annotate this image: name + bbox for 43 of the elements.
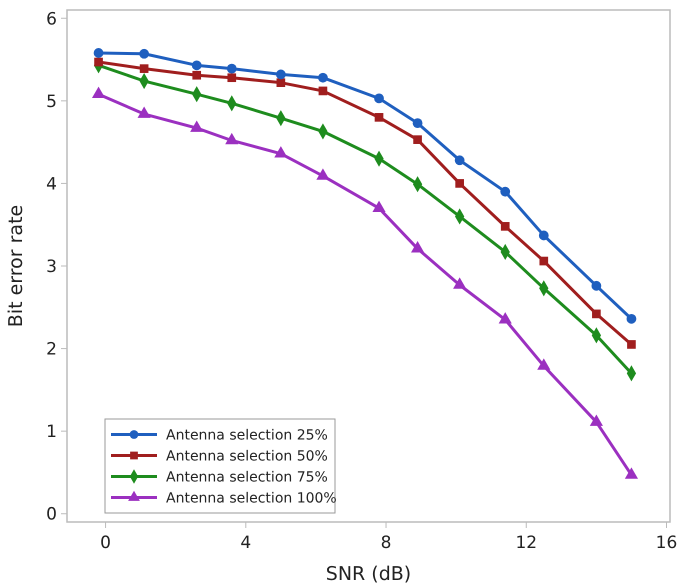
point — [500, 186, 510, 197]
point — [539, 256, 548, 266]
point — [192, 60, 202, 70]
x-tick-label: 16 — [656, 533, 678, 553]
point — [626, 314, 636, 324]
legend-label: Antenna selection 100% — [166, 490, 337, 506]
y-tick-label: 1 — [46, 422, 57, 442]
point — [318, 86, 328, 96]
legend-label: Antenna selection 25% — [166, 428, 328, 444]
x-axis-title: SNR (dB) — [326, 563, 412, 585]
point — [455, 179, 464, 188]
point — [591, 280, 602, 291]
point — [318, 72, 328, 83]
y-tick-label: 3 — [46, 257, 57, 277]
point — [374, 113, 384, 122]
legend-label: Antenna selection 50% — [166, 448, 328, 464]
point — [139, 48, 150, 59]
point — [276, 70, 286, 80]
y-axis-title: Bit error rate — [5, 204, 27, 328]
point — [276, 78, 286, 87]
point — [538, 230, 549, 240]
point — [140, 64, 148, 73]
x-tick-label: 12 — [515, 533, 538, 553]
x-tick-label: 0 — [100, 533, 111, 553]
y-tick-label: 2 — [46, 340, 57, 360]
point — [592, 310, 601, 318]
point — [413, 135, 422, 144]
point — [192, 70, 202, 80]
point — [94, 48, 104, 58]
point — [412, 118, 422, 128]
point — [226, 64, 237, 74]
y-tick-label: 0 — [46, 504, 57, 525]
point — [454, 155, 465, 166]
legend-label: Antenna selection 75% — [166, 470, 328, 486]
point — [227, 73, 236, 82]
y-tick-label: 6 — [46, 9, 57, 30]
y-tick-label: 5 — [46, 92, 57, 112]
x-tick-label: 4 — [240, 533, 252, 553]
point — [627, 340, 636, 349]
y-tick-label: 4 — [46, 174, 57, 194]
x-tick-label: 8 — [380, 533, 392, 553]
point — [374, 93, 384, 104]
point — [500, 222, 510, 231]
